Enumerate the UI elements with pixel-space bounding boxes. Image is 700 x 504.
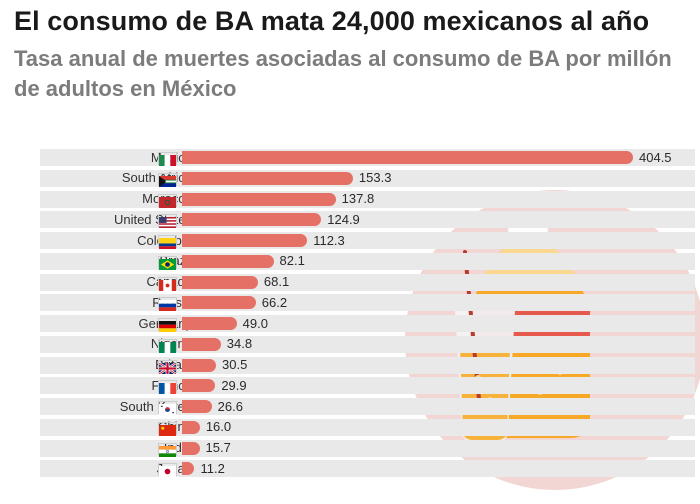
china-flag-icon bbox=[158, 421, 177, 436]
united-states-flag-icon bbox=[158, 214, 177, 229]
germany-flag-icon bbox=[158, 318, 177, 332]
value-label: 26.6 bbox=[217, 398, 243, 414]
india-flag-icon bbox=[158, 442, 177, 457]
bar bbox=[182, 379, 216, 393]
morocco-flag-icon bbox=[158, 193, 177, 208]
value-label: 68.1 bbox=[263, 274, 290, 289]
france-flag-icon bbox=[158, 380, 177, 395]
value-label: 137.8 bbox=[341, 191, 375, 206]
russia-flag-icon bbox=[158, 297, 177, 312]
britain-flag-icon bbox=[158, 359, 177, 375]
value-label: 404.5 bbox=[639, 149, 672, 165]
bar bbox=[182, 296, 256, 310]
row-background bbox=[40, 439, 695, 457]
row-background bbox=[40, 418, 695, 436]
value-label: 82.1 bbox=[279, 253, 305, 269]
colombia-flag-icon bbox=[158, 235, 177, 249]
bar bbox=[182, 275, 258, 289]
south-korea-flag-icon bbox=[158, 401, 177, 415]
japan-flag-icon bbox=[158, 463, 177, 478]
value-label: 16.0 bbox=[205, 419, 232, 435]
bar bbox=[182, 151, 633, 164]
bar bbox=[182, 358, 216, 372]
chart-title: El consumo de BA mata 24,000 mexicanos a… bbox=[14, 6, 650, 36]
bar bbox=[182, 317, 237, 330]
bar bbox=[182, 213, 322, 227]
value-label: 112.3 bbox=[313, 232, 345, 248]
bar bbox=[182, 400, 212, 413]
value-label: 124.9 bbox=[327, 211, 360, 227]
nigeria-flag-icon bbox=[158, 338, 177, 353]
bar bbox=[182, 192, 336, 206]
value-label: 15.7 bbox=[205, 440, 231, 455]
value-label: 29.9 bbox=[221, 377, 247, 393]
value-label: 11.2 bbox=[200, 460, 225, 476]
chart-subtitle: Tasa anual de muertes asociadas al consu… bbox=[14, 46, 672, 101]
bar bbox=[182, 337, 221, 351]
bar bbox=[182, 420, 200, 434]
bar bbox=[182, 254, 274, 268]
south-africa-flag-icon bbox=[158, 172, 177, 187]
brazil-flag-icon bbox=[158, 255, 177, 270]
bar bbox=[182, 234, 308, 247]
bar bbox=[182, 171, 353, 185]
value-label: 66.2 bbox=[261, 294, 288, 310]
value-label: 153.3 bbox=[358, 170, 392, 186]
value-label: 34.8 bbox=[226, 336, 253, 352]
mexico-flag-icon bbox=[158, 152, 177, 166]
bar bbox=[182, 441, 200, 455]
value-label: 30.5 bbox=[222, 357, 248, 372]
value-label: 49.0 bbox=[242, 315, 268, 331]
row-background bbox=[40, 460, 695, 478]
bar bbox=[182, 462, 195, 476]
canada-flag-icon bbox=[158, 276, 177, 291]
